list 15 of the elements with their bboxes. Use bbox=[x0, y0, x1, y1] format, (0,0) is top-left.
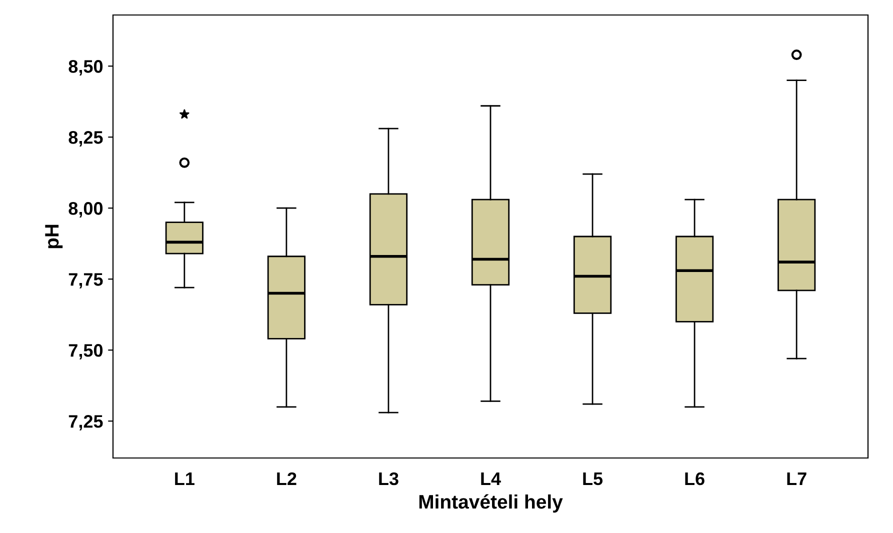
y-tick-label: 8,25 bbox=[68, 131, 103, 146]
x-tick-label: L3 bbox=[379, 472, 398, 486]
y-tick-label: 7,25 bbox=[68, 415, 103, 430]
x-tick-label: L2 bbox=[277, 472, 296, 485]
x-tick-label: L1 bbox=[175, 472, 194, 485]
y-tick-label: 8,50 bbox=[68, 60, 103, 76]
y-tick-label: 7,75 bbox=[68, 273, 103, 288]
y-tick-label: 8,00 bbox=[68, 202, 103, 218]
x-tick-label: L5 bbox=[583, 472, 603, 486]
x-tick-label: L4 bbox=[481, 472, 501, 485]
y-axis-title: pH bbox=[45, 224, 63, 248]
x-tick-label: L6 bbox=[685, 472, 704, 486]
x-axis-title: Mintavételi hely bbox=[419, 494, 563, 513]
y-tick-label: 7,50 bbox=[68, 344, 103, 360]
x-tick-label: L7 bbox=[787, 472, 806, 485]
